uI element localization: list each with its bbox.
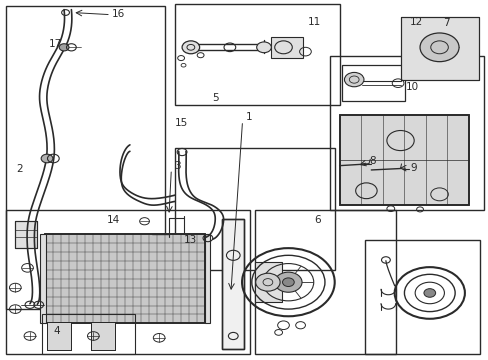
Circle shape (255, 273, 280, 291)
Text: 1: 1 (245, 112, 252, 122)
Bar (254, 262, 281, 302)
Text: 16: 16 (112, 9, 125, 19)
Bar (329, 55, 484, 210)
Circle shape (41, 154, 53, 163)
Bar (91, 321, 115, 350)
Bar (175, 148, 334, 270)
Text: 12: 12 (409, 17, 423, 27)
Text: 14: 14 (107, 215, 120, 225)
Bar (47, 321, 71, 350)
Text: 2: 2 (16, 164, 23, 174)
Bar (339, 116, 468, 205)
Circle shape (256, 42, 271, 53)
Bar (47, 321, 71, 350)
Text: 7: 7 (443, 18, 449, 28)
Text: 6: 6 (314, 215, 320, 225)
Text: 4: 4 (53, 325, 60, 336)
Bar (364, 239, 479, 354)
Bar (40, 234, 45, 323)
Text: 15: 15 (175, 118, 188, 128)
Bar (5, 210, 249, 354)
Text: 13: 13 (183, 235, 196, 245)
Bar (204, 234, 210, 323)
Text: 17: 17 (48, 40, 61, 49)
Bar (341, 65, 405, 101)
Text: 8: 8 (368, 156, 375, 166)
Circle shape (344, 72, 363, 87)
Bar (400, 17, 478, 80)
Circle shape (182, 41, 199, 54)
Bar (222, 220, 244, 348)
Text: 5: 5 (212, 93, 218, 103)
Text: 10: 10 (405, 82, 418, 92)
Bar (271, 37, 303, 58)
Circle shape (423, 289, 435, 297)
Bar (44, 234, 205, 323)
Bar (15, 221, 37, 248)
Bar (175, 4, 339, 105)
Bar (5, 6, 164, 310)
Bar (222, 220, 244, 348)
Bar (15, 221, 37, 248)
Text: 3: 3 (173, 161, 180, 171)
Text: 11: 11 (307, 17, 321, 27)
Circle shape (419, 33, 458, 62)
Bar (91, 321, 115, 350)
Circle shape (282, 278, 294, 287)
Bar (400, 17, 478, 80)
Bar (42, 315, 135, 354)
Text: 9: 9 (409, 163, 416, 173)
Bar (339, 116, 468, 205)
Circle shape (59, 44, 69, 51)
Circle shape (274, 272, 302, 292)
Bar (44, 234, 205, 323)
Bar (254, 210, 395, 354)
